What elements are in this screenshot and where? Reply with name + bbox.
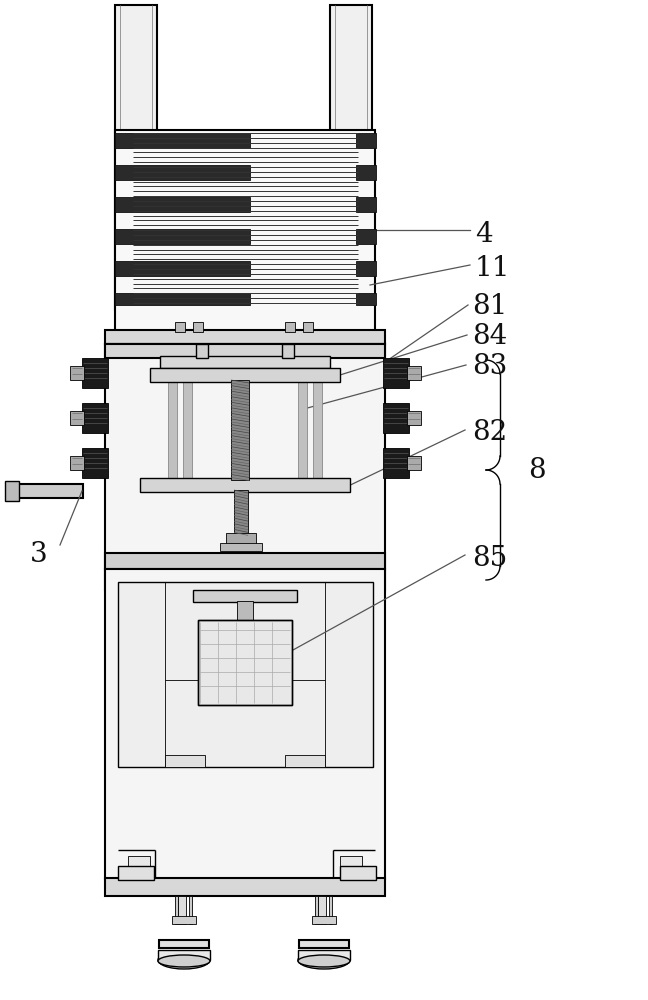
Bar: [356, 229, 376, 244]
Bar: [175, 322, 185, 332]
Text: 83: 83: [472, 354, 507, 380]
Bar: [383, 448, 409, 478]
Ellipse shape: [298, 951, 350, 969]
Bar: [115, 197, 250, 212]
Bar: [285, 755, 325, 767]
Text: 4: 4: [475, 221, 492, 247]
Bar: [312, 916, 336, 924]
Bar: [160, 356, 330, 368]
Bar: [407, 411, 421, 425]
Bar: [105, 330, 385, 344]
Bar: [383, 358, 409, 388]
Text: 81: 81: [472, 294, 507, 320]
Bar: [70, 366, 84, 380]
Bar: [82, 403, 108, 433]
Bar: [356, 165, 376, 180]
Bar: [105, 569, 385, 879]
Bar: [115, 130, 375, 335]
Bar: [407, 366, 421, 380]
Bar: [172, 916, 196, 924]
Bar: [226, 533, 256, 545]
Bar: [105, 878, 385, 896]
Ellipse shape: [158, 955, 210, 967]
Bar: [196, 344, 208, 358]
Bar: [356, 197, 376, 212]
Bar: [198, 620, 292, 705]
Bar: [115, 5, 157, 310]
Bar: [15, 484, 83, 498]
Bar: [5, 481, 19, 501]
Bar: [82, 448, 108, 478]
Bar: [115, 165, 250, 180]
Bar: [165, 755, 205, 767]
Bar: [340, 866, 376, 880]
Bar: [303, 322, 313, 332]
Bar: [140, 478, 350, 492]
Ellipse shape: [298, 955, 350, 967]
Bar: [330, 5, 372, 310]
Text: 11: 11: [475, 254, 511, 282]
Bar: [356, 261, 376, 276]
Bar: [298, 950, 350, 960]
Bar: [298, 368, 307, 480]
Bar: [340, 856, 362, 878]
Bar: [70, 411, 84, 425]
Bar: [282, 344, 294, 358]
Bar: [115, 229, 250, 244]
Bar: [237, 601, 253, 621]
Bar: [189, 896, 192, 924]
Bar: [175, 896, 178, 924]
Bar: [118, 582, 373, 767]
Bar: [105, 344, 385, 358]
Bar: [220, 543, 262, 551]
Bar: [128, 856, 150, 878]
Ellipse shape: [158, 951, 210, 969]
Text: 85: 85: [472, 544, 507, 572]
Bar: [356, 293, 376, 305]
Bar: [178, 896, 186, 924]
Bar: [234, 490, 248, 535]
Bar: [183, 368, 192, 480]
Text: 84: 84: [472, 324, 507, 351]
Bar: [356, 133, 376, 148]
Bar: [105, 344, 385, 590]
Bar: [318, 896, 326, 924]
Bar: [82, 358, 108, 388]
Text: 82: 82: [472, 418, 507, 446]
Bar: [407, 456, 421, 470]
Bar: [315, 896, 318, 924]
Bar: [115, 133, 250, 148]
Text: 8: 8: [528, 456, 546, 484]
Bar: [193, 322, 203, 332]
Bar: [70, 456, 84, 470]
Bar: [193, 590, 297, 602]
Bar: [285, 322, 295, 332]
Bar: [329, 896, 332, 924]
Bar: [115, 261, 250, 276]
Bar: [105, 553, 385, 569]
Bar: [150, 368, 340, 382]
Bar: [299, 940, 349, 948]
Bar: [115, 293, 250, 305]
Bar: [158, 950, 210, 960]
Bar: [168, 368, 177, 480]
Bar: [383, 403, 409, 433]
Bar: [118, 866, 154, 880]
Bar: [159, 940, 209, 948]
Bar: [313, 368, 322, 480]
Bar: [231, 380, 249, 480]
Bar: [198, 620, 292, 705]
Text: 3: 3: [30, 542, 47, 568]
